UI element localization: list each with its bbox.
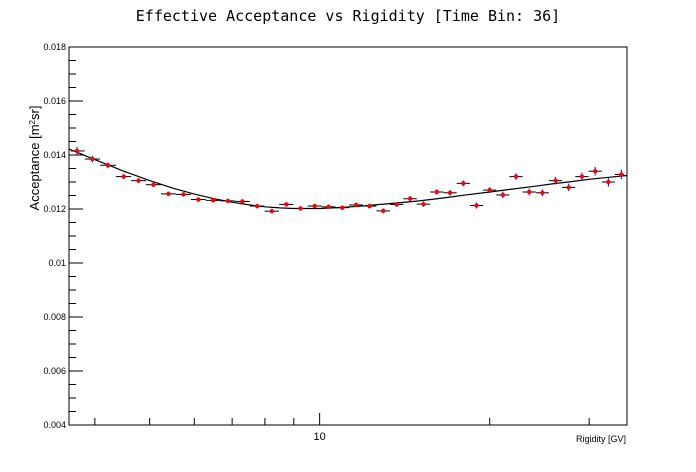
data-point (131, 178, 147, 184)
data-point (403, 196, 417, 202)
data-point (100, 162, 116, 168)
data-point (522, 188, 536, 196)
chart-title: Effective Acceptance vs Rigidity [Time B… (136, 7, 560, 25)
fit-curve (68, 148, 628, 210)
data-point (535, 189, 549, 197)
data-point (430, 189, 444, 195)
data-point (84, 155, 101, 163)
data-point (249, 203, 265, 209)
data-point (321, 204, 336, 210)
data-point (483, 187, 497, 194)
data-point (335, 205, 350, 210)
data-point (362, 203, 377, 209)
data-point (190, 197, 206, 202)
data-point (469, 202, 484, 209)
data-point (509, 173, 523, 180)
data-point (416, 201, 431, 207)
plot-frame (68, 46, 628, 426)
y-axis-label: Acceptance [m2sr] (27, 106, 42, 211)
data-point (548, 176, 563, 185)
y-tick-label: 0.008 (43, 312, 66, 322)
y-tick-label: 0.018 (43, 42, 66, 52)
data-point (220, 198, 236, 204)
data-point (146, 182, 161, 187)
data-point (376, 208, 390, 214)
data-point (293, 206, 308, 211)
data-point (175, 192, 191, 197)
data-point (443, 190, 457, 196)
data-point (264, 208, 280, 214)
data-point (588, 166, 602, 176)
fit-line (68, 148, 628, 210)
data-point (614, 169, 625, 180)
y-tick-label: 0.014 (43, 150, 66, 160)
y-axis: 0.004 0.006 0.008 0.01 0.012 0.014 0.016 0.018 (43, 42, 83, 430)
data-point (205, 198, 221, 203)
data-point (456, 180, 470, 187)
data-point (71, 146, 85, 155)
data-point (562, 183, 576, 192)
x-axis-label: Rigidity [GV] (576, 434, 626, 444)
data-point (279, 202, 294, 207)
y-tick-label: 0.006 (43, 366, 66, 376)
x-axis: 10 (94, 413, 590, 443)
data-point (349, 202, 363, 208)
data-point (115, 174, 132, 180)
data-point (160, 191, 176, 197)
data-point (575, 172, 589, 181)
x-tick-label: 10 (314, 431, 326, 443)
y-tick-label: 0.004 (43, 420, 66, 430)
y-tick-label: 0.012 (43, 204, 66, 214)
data-point (389, 201, 404, 207)
data-points (71, 146, 625, 214)
data-point (307, 203, 322, 209)
y-tick-label: 0.016 (43, 96, 66, 106)
data-point (235, 199, 250, 204)
data-point (601, 177, 615, 187)
data-point (496, 191, 510, 199)
y-tick-label: 0.01 (48, 258, 66, 268)
